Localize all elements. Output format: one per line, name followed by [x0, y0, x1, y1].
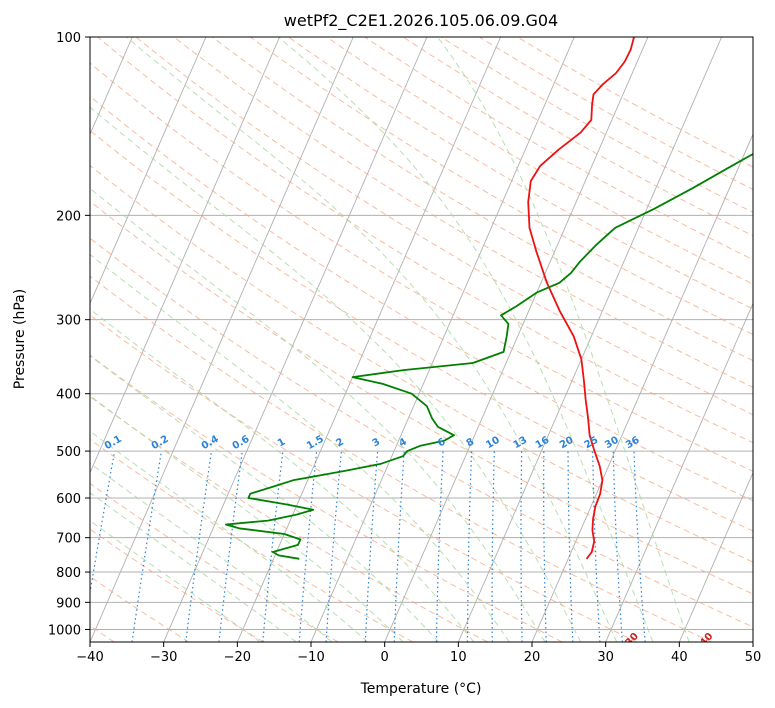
y-tick-label: 500 [56, 445, 81, 460]
isotherm-line [531, 133, 753, 642]
x-axis-ticks: −40 −30 −20 −10 0 10 20 30 40 50 [76, 642, 761, 665]
isotherm-line [163, 37, 428, 642]
mixing-ratio-line [262, 451, 284, 642]
y-axis-label: Pressure (hPa) [12, 289, 28, 389]
chart-title: wetPf2_C2E1.2026.105.06.09.G04 [284, 11, 558, 31]
y-tick-label: 400 [56, 388, 81, 403]
y-tick-label: 700 [56, 532, 81, 547]
x-tick-label: −30 [150, 650, 177, 665]
mixing-ratio-line [364, 451, 379, 642]
moist-adiabat-line [90, 395, 404, 642]
moist-adiabat-line [90, 430, 369, 642]
mixing-ratio-line [466, 451, 473, 642]
x-axis-label: Temperature (°C) [360, 681, 482, 697]
mixing-ratio-label: 6 [436, 436, 448, 449]
y-tick-label: 1000 [48, 623, 81, 638]
moist-adiabat-line [90, 253, 510, 642]
mixing-ratio-line [218, 451, 243, 642]
x-tick-label: 20 [524, 650, 541, 665]
moist-adiabat-line [437, 37, 690, 642]
mixing-ratio-label: 1 [276, 436, 288, 449]
moist-adiabat-line [90, 354, 439, 642]
x-tick-label: 30 [597, 650, 614, 665]
dry-adiabat-line [90, 129, 753, 532]
y-tick-label: 100 [56, 31, 81, 46]
dry-adiabat-label: 30 [624, 631, 642, 649]
moist-adiabat-line [90, 308, 475, 642]
mixing-ratio-line [520, 451, 523, 642]
isotherm-line [90, 37, 354, 642]
y-tick-label: 800 [56, 566, 81, 581]
mixing-ratio-line [491, 451, 495, 642]
dry-adiabat-line [90, 314, 638, 642]
x-tick-label: 0 [381, 650, 389, 665]
x-tick-label: −10 [297, 650, 324, 665]
isotherm-line [384, 37, 649, 642]
dry-adiabat-line [211, 37, 753, 362]
mixing-ratio-label: 8 [465, 436, 477, 449]
dry-adiabat-line [135, 37, 753, 416]
mixing-ratio-line [393, 451, 405, 642]
mixing-ratio-line [633, 451, 646, 642]
dry-adiabat-line [90, 95, 753, 502]
moist-adiabat-line [278, 37, 654, 642]
y-axis-ticks: 100 200 300 400 500 600 700 800 900 1000 [48, 31, 90, 638]
x-tick-label: −40 [76, 650, 103, 665]
y-tick-label: 900 [56, 596, 81, 611]
dry-adiabat-line [288, 37, 753, 310]
sounding-series [225, 37, 753, 560]
mixing-ratio-line [298, 451, 318, 642]
mixing-ratio-line [567, 451, 574, 642]
mixing-ratio-line [543, 451, 547, 642]
x-tick-label: 10 [450, 650, 467, 665]
dewpoint-profile-line [225, 152, 753, 560]
mixing-ratio-line [612, 451, 623, 642]
isotherm-line [236, 37, 502, 642]
mixing-ratio-label: 3 [371, 436, 383, 449]
y-tick-label: 200 [56, 209, 81, 224]
isotherm-line [605, 302, 753, 642]
dry-adiabat-line [90, 275, 712, 642]
mixing-ratio-line [131, 450, 163, 642]
mixing-ratio-line [90, 450, 116, 597]
mixing-ratio-line [185, 451, 213, 642]
dry-adiabat-line [90, 354, 563, 642]
mixing-ratio-line [325, 451, 342, 642]
y-tick-label: 300 [56, 314, 81, 329]
mixing-ratio-label: 2 [334, 436, 346, 449]
dry-adiabat-line [90, 237, 753, 628]
dry-adiabat-line [90, 482, 339, 642]
dry-adiabat-line [90, 438, 414, 642]
mixing-ratio-line [592, 451, 601, 642]
dry-adiabat-line [326, 37, 753, 285]
isotherm-line [678, 471, 753, 642]
x-tick-label: −20 [224, 650, 251, 665]
y-tick-label: 600 [56, 492, 81, 507]
dry-adiabat-line [90, 164, 753, 563]
plot-frame [89, 36, 754, 643]
x-tick-label: 40 [671, 650, 688, 665]
moist-adiabat-line [126, 37, 618, 642]
mixing-ratio-label: 4 [397, 436, 409, 449]
dry-adiabat-line [90, 200, 753, 595]
mixing-ratio-line [435, 451, 444, 642]
dry-adiabat-label: 40 [698, 631, 716, 649]
x-tick-label: 50 [745, 650, 762, 665]
moist-adiabat-line [90, 492, 297, 642]
dry-adiabat-line [90, 62, 753, 472]
isotherm-line [90, 37, 207, 305]
isotherm-line [90, 37, 281, 474]
moist-adiabat-line [90, 520, 261, 642]
moist-adiabat-line [90, 462, 333, 642]
isotherm-line [457, 37, 723, 642]
temperature-profile-line [527, 37, 635, 560]
